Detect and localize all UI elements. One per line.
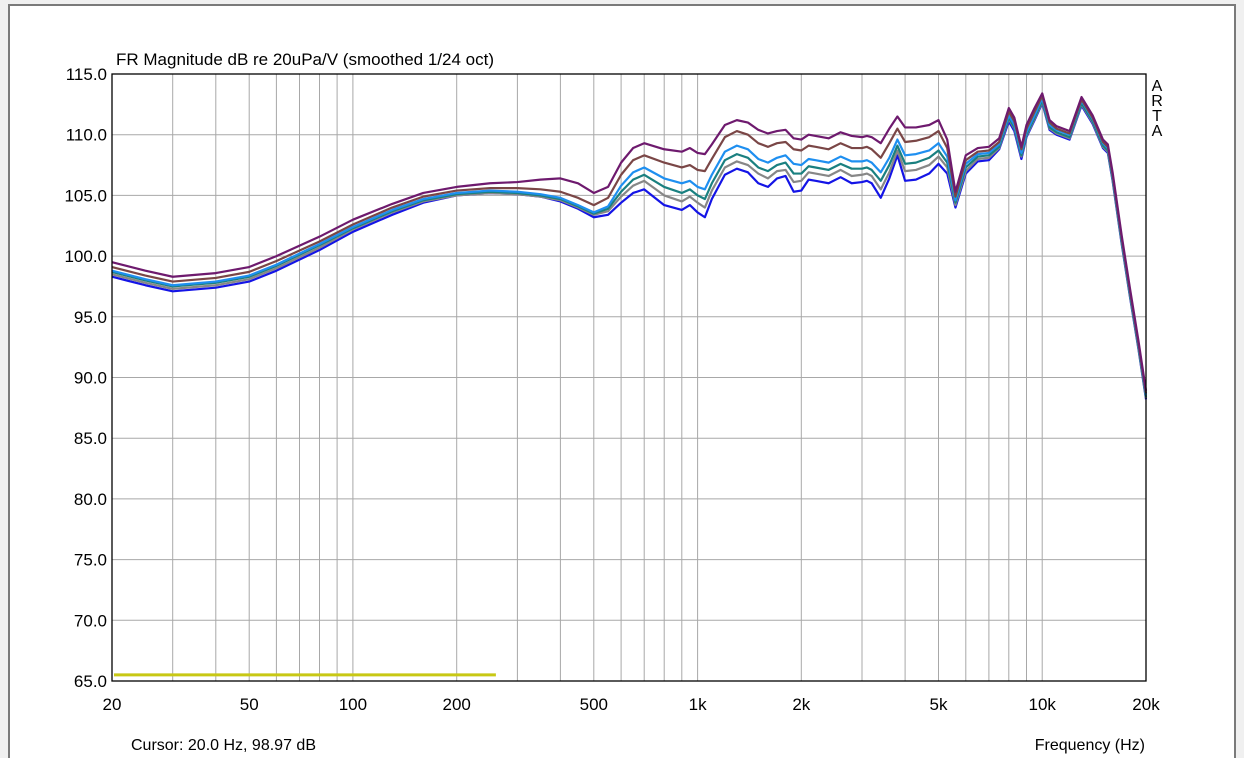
y-tick-label: 100.0 — [64, 247, 107, 266]
series-group — [111, 92, 1148, 400]
y-tick-label: 65.0 — [74, 672, 107, 691]
watermark-letter: A — [1152, 78, 1163, 95]
y-tick-label: 85.0 — [74, 429, 107, 448]
y-tick-label: 105.0 — [64, 186, 107, 205]
y-tick-label: 75.0 — [74, 551, 107, 570]
y-tick-label: 110.0 — [66, 126, 107, 145]
x-tick-label: 10k — [1028, 695, 1056, 714]
watermark-letter: T — [1152, 108, 1162, 125]
x-tick-label: 50 — [240, 695, 259, 714]
y-tick-label: 80.0 — [74, 490, 107, 509]
chart-title: FR Magnitude dB re 20uPa/V (smoothed 1/2… — [116, 50, 494, 69]
chart-svg: FR Magnitude dB re 20uPa/V (smoothed 1/2… — [64, 50, 1163, 754]
y-tick-label: 70.0 — [74, 611, 107, 630]
y-tick-label: 90.0 — [74, 369, 107, 388]
x-axis: 20 50 100 200 500 1k 2k 5k 10k 20k — [103, 695, 1161, 714]
series-line-5 — [111, 94, 1148, 394]
x-tick-label: 1k — [689, 695, 707, 714]
y-tick-label: 95.0 — [74, 308, 107, 327]
watermark-letter: R — [1151, 93, 1163, 110]
x-tick-label: 20k — [1132, 695, 1160, 714]
chart-window: FR Magnitude dB re 20uPa/V (smoothed 1/2… — [8, 4, 1236, 758]
plot-area[interactable] — [111, 73, 1147, 682]
x-tick-label: 5k — [930, 695, 948, 714]
y-axis: 115.0 110.0 105.0 100.0 95.0 90.0 85.0 80.0 75.0… — [64, 65, 107, 691]
x-tick-label: 2k — [792, 695, 810, 714]
x-tick-label: 20 — [103, 695, 122, 714]
series-line-6 — [111, 92, 1148, 392]
x-axis-label: Frequency (Hz) — [1035, 737, 1145, 754]
cursor-readout: Cursor: 20.0 Hz, 98.97 dB — [131, 737, 316, 754]
y-tick-label: 115.0 — [66, 65, 107, 84]
grid — [112, 74, 1146, 681]
watermark-letter: A — [1152, 123, 1163, 140]
x-tick-label: 500 — [580, 695, 608, 714]
series-line-4 — [111, 97, 1148, 395]
x-tick-label: 100 — [339, 695, 367, 714]
x-tick-label: 200 — [443, 695, 471, 714]
